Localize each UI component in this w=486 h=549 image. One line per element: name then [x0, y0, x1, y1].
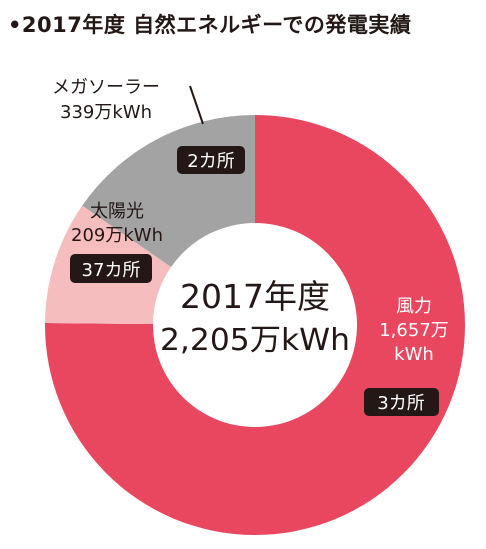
slice-label-wind-value-2: kWh	[394, 344, 434, 365]
slice-wind	[45, 115, 466, 536]
slice-label-wind-value-1: 1,657万	[379, 320, 449, 341]
wind-sites-badge: 3カ所	[364, 388, 439, 416]
slice-label-solar-name: 太陽光	[90, 201, 144, 222]
megasolar-sites-badge: 2カ所	[177, 146, 245, 174]
slice-label-solar-value: 209万kWh	[71, 225, 163, 246]
slice-label-wind-name: 風力	[396, 296, 432, 317]
solar-sites-badge: 37カ所	[70, 254, 152, 283]
wind-sites-label: 3カ所	[377, 393, 424, 414]
megasolar-leader-line	[189, 85, 204, 125]
slice-label-megasolar-name: メガソーラー	[52, 77, 160, 98]
center-year-label: 2017年度	[180, 277, 330, 316]
megasolar-sites-label: 2カ所	[187, 151, 234, 172]
center-total-label: 2,205万kWh	[160, 323, 350, 358]
slice-label-megasolar-value: 339万kWh	[60, 102, 152, 123]
solar-sites-label: 37カ所	[82, 260, 141, 281]
page-title: •2017年度 自然エネルギーでの発電実績	[8, 13, 412, 37]
